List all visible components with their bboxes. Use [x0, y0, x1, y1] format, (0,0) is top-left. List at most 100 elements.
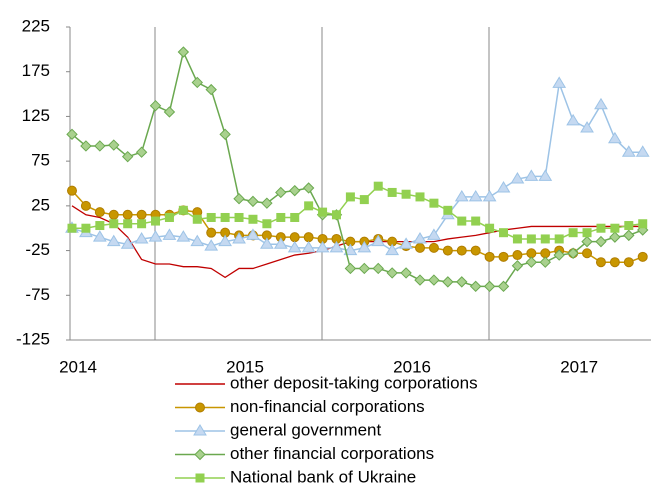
point	[607, 131, 622, 144]
y-tick-label: 225	[22, 16, 50, 35]
point	[415, 242, 425, 253]
point	[315, 240, 330, 253]
point	[553, 249, 565, 261]
point	[122, 209, 133, 220]
point	[344, 262, 357, 275]
point	[524, 169, 539, 181]
point	[387, 187, 397, 197]
point	[303, 232, 314, 243]
point	[610, 223, 620, 233]
point	[442, 245, 453, 256]
point	[469, 280, 482, 293]
point	[273, 237, 288, 249]
point	[192, 214, 202, 224]
point	[623, 229, 635, 242]
legend-marker	[193, 424, 207, 436]
point	[401, 189, 411, 199]
point	[345, 192, 355, 202]
point	[596, 223, 606, 233]
point	[427, 228, 441, 240]
point	[567, 247, 579, 259]
point	[457, 216, 467, 226]
legend-marker	[195, 473, 205, 483]
point	[623, 257, 634, 268]
point	[136, 209, 147, 220]
point	[66, 128, 78, 141]
point	[371, 234, 386, 247]
point	[290, 212, 300, 222]
legend-label: National bank of Ukraine	[230, 467, 416, 486]
point	[246, 228, 260, 240]
y-tick-label: 125	[22, 106, 50, 125]
point	[399, 237, 413, 249]
point	[94, 140, 106, 152]
point	[484, 251, 495, 262]
point	[108, 209, 119, 220]
legend-marker	[195, 402, 205, 413]
point	[94, 207, 105, 218]
point	[134, 231, 149, 244]
point	[525, 256, 538, 268]
point	[372, 262, 384, 275]
point	[540, 248, 551, 259]
point	[120, 237, 135, 249]
point	[121, 150, 134, 163]
point	[357, 240, 372, 253]
legend-label: other deposit-taking corporations	[230, 373, 478, 392]
point	[497, 280, 510, 293]
point	[247, 195, 259, 208]
point	[276, 212, 286, 222]
point	[162, 228, 177, 240]
point	[135, 146, 148, 158]
point	[413, 231, 427, 244]
point	[123, 219, 133, 229]
point	[580, 121, 594, 133]
point	[331, 210, 341, 220]
legend-label: general government	[230, 420, 381, 439]
point	[483, 280, 496, 293]
point	[499, 228, 509, 238]
x-tick-label: 2016	[393, 357, 431, 376]
y-tick-label: 75	[31, 151, 50, 170]
point	[67, 223, 77, 233]
point	[470, 245, 481, 256]
point	[512, 234, 522, 244]
point	[454, 189, 469, 202]
point	[220, 212, 230, 222]
point	[373, 181, 383, 191]
point	[190, 234, 205, 247]
point	[526, 234, 536, 244]
point	[443, 205, 453, 215]
point	[428, 274, 440, 286]
point	[164, 212, 174, 222]
x-tick-label: 2017	[560, 357, 598, 376]
point	[539, 256, 551, 268]
point	[219, 128, 231, 141]
point	[109, 219, 119, 229]
point	[511, 260, 524, 272]
point	[358, 262, 371, 275]
legend-label: other financial corporations	[230, 444, 434, 463]
point	[206, 212, 216, 222]
point	[95, 221, 105, 231]
point	[177, 46, 190, 58]
y-tick-label: -25	[25, 240, 50, 259]
point	[414, 274, 426, 286]
point	[106, 234, 121, 247]
point	[151, 216, 161, 226]
point	[359, 195, 369, 205]
point	[259, 237, 274, 249]
point	[595, 235, 607, 248]
point	[289, 184, 301, 197]
point	[232, 231, 246, 244]
point	[176, 230, 191, 242]
point	[148, 230, 163, 242]
point	[498, 251, 509, 262]
point	[80, 200, 91, 211]
y-tick-label: -75	[25, 285, 50, 304]
legend-marker	[194, 448, 206, 461]
point	[526, 248, 537, 259]
point	[638, 219, 648, 229]
point	[386, 267, 398, 279]
